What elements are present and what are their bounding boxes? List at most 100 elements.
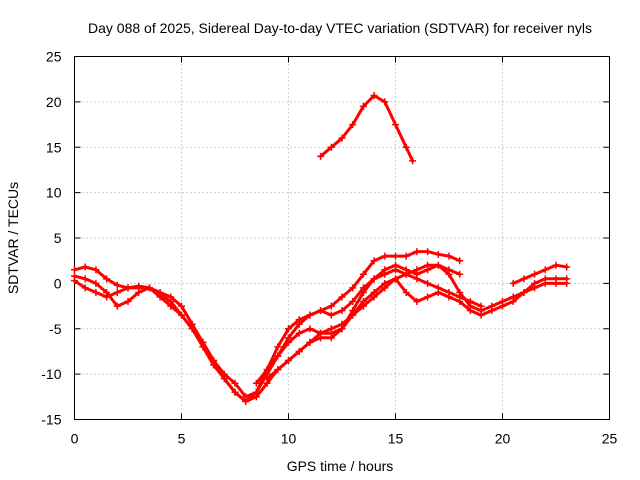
data-point (274, 343, 282, 351)
data-point (392, 121, 399, 129)
data-point (370, 257, 378, 265)
data-point (103, 293, 111, 301)
y-tick-label: 10 (46, 185, 62, 201)
x-tick-label: 15 (388, 431, 404, 447)
data-point (424, 248, 432, 256)
chart-title: Day 088 of 2025, Sidereal Day-to-day VTE… (88, 20, 592, 36)
data-point (124, 284, 132, 292)
data-point (541, 275, 549, 283)
data-point (349, 121, 357, 129)
y-tick-label: 20 (46, 94, 62, 110)
data-point (327, 334, 335, 342)
data-point (541, 266, 549, 274)
data-point (413, 248, 421, 256)
data-point (477, 311, 485, 319)
data-point (285, 357, 292, 365)
data-point (81, 284, 89, 292)
data-point (520, 288, 528, 296)
y-tick-label: 15 (46, 139, 62, 155)
data-point (327, 325, 335, 333)
data-point (413, 275, 421, 283)
data-point (349, 311, 357, 319)
data-point (409, 157, 417, 165)
data-point (413, 266, 421, 274)
data-point (92, 288, 100, 296)
data-point (477, 302, 485, 310)
data-point (306, 338, 314, 346)
data-point (499, 302, 506, 310)
data-point (531, 279, 539, 287)
data-point (359, 302, 367, 310)
data-point (252, 393, 260, 401)
data-point (563, 263, 571, 271)
data-point (113, 288, 121, 296)
series-line (319, 94, 415, 163)
data-point (71, 277, 78, 285)
data-point (381, 98, 389, 106)
y-tick-label: -10 (41, 366, 61, 382)
data-point (359, 284, 367, 292)
data-point (552, 261, 560, 269)
x-tick-label: 20 (495, 431, 511, 447)
data-point (402, 252, 410, 260)
x-axis-label: GPS time / hours (287, 458, 394, 474)
data-point (135, 284, 143, 292)
data-point (445, 288, 453, 296)
data-point (456, 257, 464, 265)
data-point (317, 307, 325, 315)
data-point (349, 298, 357, 306)
data-point (402, 288, 410, 296)
data-point (103, 275, 111, 283)
data-point (445, 252, 453, 260)
data-point (466, 307, 474, 315)
data-point (520, 275, 528, 283)
data-point (456, 270, 464, 278)
data-point (92, 266, 100, 274)
data-point (424, 261, 432, 269)
data-point (434, 261, 442, 269)
data-point (381, 270, 389, 278)
data-point (424, 293, 432, 301)
data-point (71, 266, 78, 274)
grid-lines (74, 56, 610, 420)
data-point (338, 307, 346, 315)
data-point (167, 302, 175, 310)
data-point (242, 397, 250, 405)
axis-ticks: 0 5 10 15 20 25 -15 -10 -5 0 5 10 15 20 25 (41, 49, 617, 447)
data-point (552, 275, 560, 283)
data-point (188, 325, 196, 333)
data-point (563, 275, 571, 283)
data-point (210, 361, 218, 369)
data-point (370, 92, 378, 100)
data-point (317, 329, 325, 337)
data-point (381, 284, 389, 292)
data-point (327, 143, 335, 151)
data-point (274, 366, 282, 374)
data-point (327, 311, 335, 319)
data-point (295, 347, 303, 355)
x-tick-label: 10 (281, 431, 297, 447)
y-tick-label: 25 (46, 49, 62, 65)
data-point (338, 134, 346, 142)
data-point (231, 379, 239, 387)
data-point (306, 311, 314, 319)
data-point (509, 298, 517, 306)
data-point (220, 375, 228, 383)
data-point (488, 307, 496, 315)
data-point (434, 250, 442, 258)
data-point (456, 293, 464, 301)
x-tick-label: 5 (178, 431, 186, 447)
data-point (392, 266, 399, 274)
data-point (392, 252, 399, 260)
data-point (338, 320, 346, 328)
data-point (381, 252, 389, 260)
data-point (81, 275, 89, 283)
data-point (434, 284, 442, 292)
data-point (466, 298, 474, 306)
y-tick-label: -5 (49, 321, 62, 337)
data-point (392, 275, 399, 283)
data-point (370, 293, 378, 301)
data-point (231, 388, 239, 396)
data-point (263, 375, 271, 383)
data-point (113, 281, 121, 289)
